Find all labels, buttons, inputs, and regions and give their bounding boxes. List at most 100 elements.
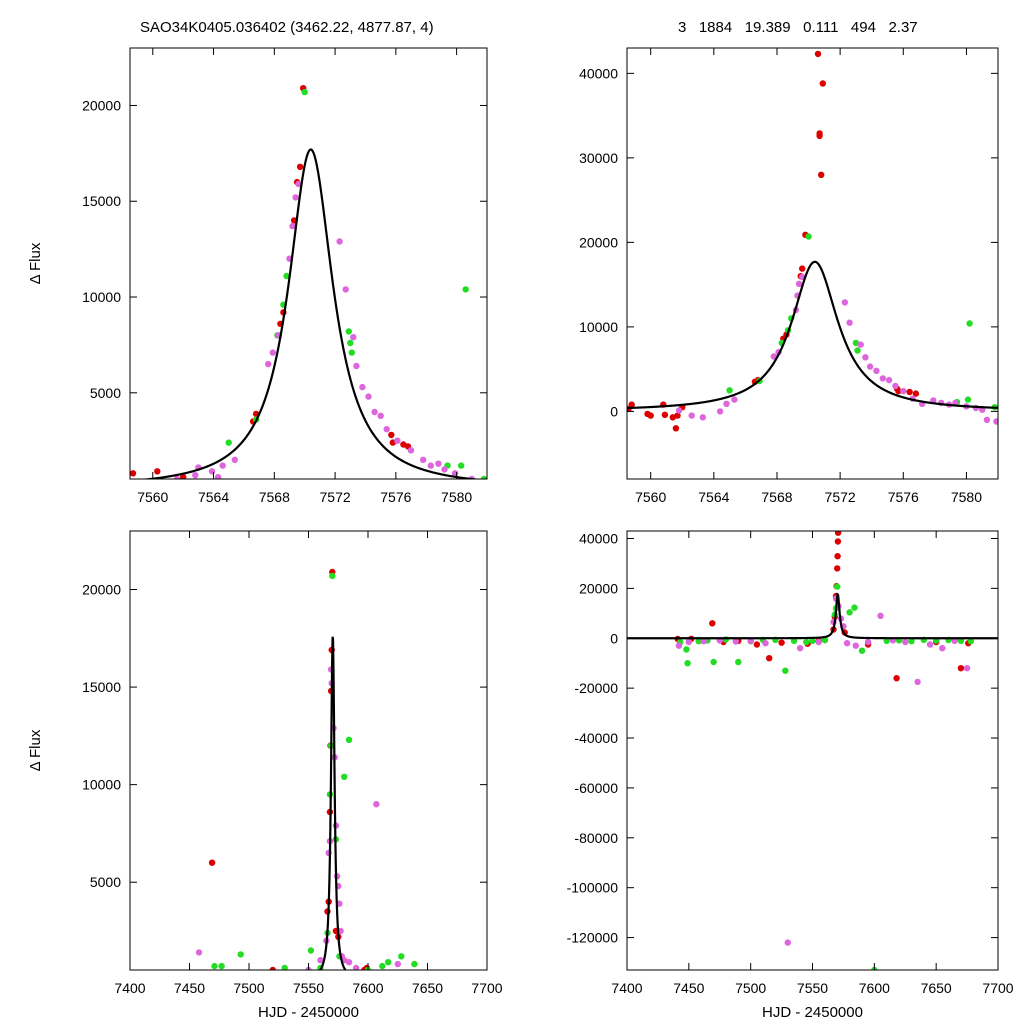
data-point-green [283,272,290,280]
data-points [627,50,998,432]
data-point-red [906,388,913,396]
y-tick-label: 30000 [579,150,618,166]
header-right-text: 3 1884 19.389 0.111 494 2.37 [678,19,918,36]
data-point-magenta [843,640,851,647]
data-point-red [296,163,304,170]
data-point-red [674,412,681,419]
data-point-magenta [770,353,777,360]
data-point-red [895,387,902,395]
data-point-green [852,339,860,347]
data-point-magenta [345,959,353,966]
data-point-green [307,947,315,954]
y-tick-label: -40000 [574,730,618,746]
data-point-green [735,658,742,666]
plot-frame [129,530,488,971]
x-tick-label: 7572 [320,489,351,505]
data-point-magenta [723,400,730,407]
y-tick-label: 5000 [90,385,121,401]
header-left-text: SAO34K0405.036402 (3462.22, 4877.87, 4) [140,19,434,36]
x-tick-label: 7700 [982,980,1013,996]
data-point-magenta [336,238,343,245]
data-point-red [893,675,900,682]
data-point-magenta [900,387,907,395]
x-tick-label: 7650 [412,980,443,996]
data-point-green [345,328,352,335]
model-curve [627,260,998,410]
data-point-red [957,665,965,672]
data-point-magenta [317,957,324,964]
y-tick-label: 20000 [579,234,618,250]
data-point-red [912,390,920,397]
data-point-magenta [295,180,302,188]
data-point-magenta [292,194,299,201]
data-point-red [778,639,785,646]
data-point-magenta [873,367,880,374]
x-tick-label: 7580 [441,489,472,505]
data-point-magenta [365,393,372,400]
x-tick-label: 7450 [174,980,205,996]
data-point-green [341,773,348,780]
data-point-green [683,646,690,653]
y-tick-label: -20000 [574,680,618,696]
data-point-green [301,88,308,96]
y-tick-label: 10000 [82,289,121,305]
data-point-magenta [796,645,804,652]
y-tick-label: -100000 [567,880,619,896]
data-points [130,85,487,479]
data-point-magenta [685,638,692,646]
data-point-red [753,641,761,648]
x-tick-label: 7600 [352,980,383,996]
data-point-magenta [377,412,384,419]
y-tick-label: 20000 [579,580,618,596]
data-point-red [709,620,716,627]
data-point-red [269,966,276,970]
data-point-magenta [371,408,378,416]
model-curve [627,592,998,640]
data-point-magenta [892,382,899,390]
data-point-green [966,320,973,327]
data-point-red [208,859,216,866]
data-point-green [854,347,861,354]
data-point-red [816,132,823,140]
data-point-magenta [841,299,849,306]
data-point-green [385,959,392,966]
data-point-magenta [795,280,803,287]
y-tick-label: 10000 [579,319,618,335]
y-tick-label: 15000 [82,193,121,209]
y-tick-label: 10000 [82,777,121,793]
x-tick-label: 7400 [611,980,642,996]
y-tick-label: -80000 [574,830,618,846]
x-tick-label: 7564 [198,489,229,505]
data-point-red [818,171,825,178]
y-tick-label: 0 [610,630,618,646]
data-point-red [814,50,822,58]
data-point-red [180,473,187,479]
panel-bottom-left: 7400 7450 7500 7550 7600 7650 7700 5000 10000 150… [27,530,503,1021]
data-point-green [379,962,386,970]
data-point-red [834,553,841,560]
data-point-green [218,962,225,970]
data-point-magenta [359,383,366,391]
data-point-red [130,470,137,477]
data-point-magenta [373,801,380,808]
data-point-magenta [731,396,738,403]
data-point-magenta [762,640,769,647]
y-tick-label: 20000 [82,582,121,598]
data-point-green [782,667,789,674]
plot-frame [129,47,488,480]
data-point-magenta [231,456,238,463]
panel-top-right: 7560 7564 7568 7572 7576 7580 0 10000 20000 30000… [579,47,999,505]
data-point-magenta [195,949,203,956]
x-tick-label: 7400 [114,980,145,996]
data-point-green [710,658,717,666]
data-point-green [347,339,354,347]
data-point-magenta [815,638,822,646]
y-tick-label: -120000 [567,930,619,946]
data-point-magenta [394,437,401,444]
data-point-green [329,572,336,580]
plot-frame [626,47,999,480]
panel-bottom-right: 7400 7450 7500 7550 7600 7650 7700 -120000 -1000… [567,530,1014,1021]
data-point-green [846,609,853,616]
data-point-green [411,960,418,968]
